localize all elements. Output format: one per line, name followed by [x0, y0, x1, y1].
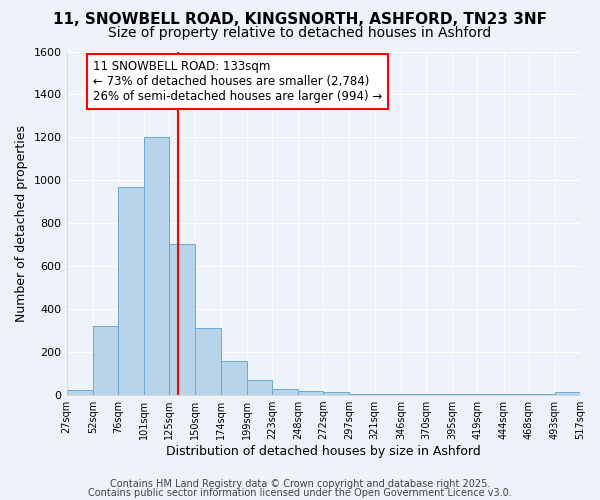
Y-axis label: Number of detached properties: Number of detached properties [15, 124, 28, 322]
Text: Contains HM Land Registry data © Crown copyright and database right 2025.: Contains HM Land Registry data © Crown c… [110, 479, 490, 489]
Bar [67, 390, 93, 394]
X-axis label: Distribution of detached houses by size in Ashford: Distribution of detached houses by size … [166, 444, 481, 458]
Bar [169, 244, 196, 394]
Text: 11, SNOWBELL ROAD, KINGSNORTH, ASHFORD, TN23 3NF: 11, SNOWBELL ROAD, KINGSNORTH, ASHFORD, … [53, 12, 547, 28]
Bar [298, 392, 323, 394]
Text: Contains public sector information licensed under the Open Government Licence v3: Contains public sector information licen… [88, 488, 512, 498]
Bar [118, 186, 144, 394]
Bar [555, 392, 580, 394]
Bar [323, 392, 349, 394]
Bar [247, 380, 272, 394]
Text: 11 SNOWBELL ROAD: 133sqm
← 73% of detached houses are smaller (2,784)
26% of sem: 11 SNOWBELL ROAD: 133sqm ← 73% of detach… [93, 60, 382, 103]
Bar [93, 326, 118, 394]
Bar [196, 328, 221, 394]
Bar [272, 389, 298, 394]
Bar [144, 138, 169, 394]
Bar [221, 362, 247, 394]
Text: Size of property relative to detached houses in Ashford: Size of property relative to detached ho… [109, 26, 491, 40]
